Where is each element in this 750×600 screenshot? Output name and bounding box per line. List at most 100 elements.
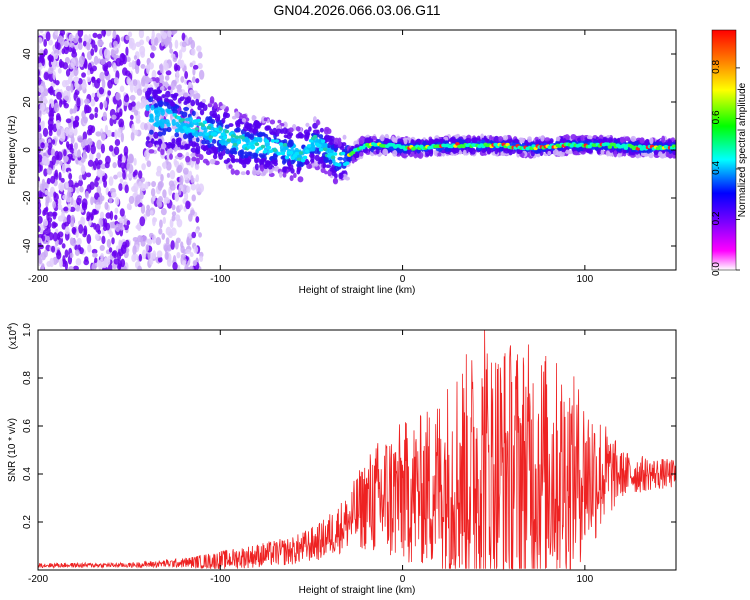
spectral-blob [269,160,275,165]
spectral-blob [319,127,324,133]
spectral-blob [114,138,121,147]
spectral-blob [195,149,201,155]
spectral-ridge-point [182,125,187,130]
spectral-blob [297,132,304,139]
spectral-blob [50,55,54,63]
spectral-blob [461,139,466,145]
spectral-blob [38,69,41,77]
spectral-blob [248,151,253,157]
spectral-blob [78,37,83,44]
spectral-ridge-point [234,135,240,139]
spectral-blob [128,102,133,111]
spectral-blob [672,150,676,156]
spectral-blob [174,192,180,202]
spectral-ridge-point [180,118,185,122]
spectral-blob [105,30,112,37]
spectral-blob [65,127,69,137]
snr-x-tick-label-3: 100 [577,574,594,585]
spectral-blob [622,149,627,154]
spectral-blob [515,139,520,144]
spectral-blob [133,253,139,261]
spectral-blob [61,79,68,88]
spectral-blob [154,115,160,122]
spectral-blob [608,139,613,143]
spectral-blob [168,41,173,50]
spectral-ridge-point [222,135,228,140]
spectral-blob [310,143,315,147]
spectral-blob [170,143,176,149]
spectral-blob [57,231,64,238]
spectral-blob [312,116,317,123]
spectral-blob [123,145,129,156]
spectral-blob [99,102,104,110]
spectral-blob [444,146,450,152]
spectral-ridge-point [623,146,629,150]
spectral-blob [78,224,84,234]
spectral-ridge-point [196,118,201,123]
spectral-blob [91,39,96,49]
spectral-blob [134,199,139,208]
spectral-blob [52,232,58,242]
spectral-blob [168,180,175,187]
spectral-blob [165,90,171,98]
spectral-blob [225,148,230,155]
spectral-blob [81,72,86,78]
spectral-blob [190,183,197,191]
spectral-blob [61,163,67,174]
spectral-blob [181,111,188,118]
spectral-blob [141,249,147,260]
spectral-blob [64,260,69,270]
snr-scale-note: (x104) [7,323,19,350]
spectral-blob [239,149,245,156]
spectral-blob [603,137,609,144]
spectral-blob [59,160,63,166]
spectral-blob [38,225,41,233]
spectral-blob [293,172,297,179]
spectral-blob [649,137,654,145]
spectral-blob [401,152,407,159]
spectral-blob [185,155,191,163]
spectral-blob [160,148,165,156]
spectral-blob [315,119,320,126]
spectral-blob [161,32,168,40]
spectral-blob [92,32,98,39]
spectral-blob [195,157,200,165]
spectral-blob [129,114,134,120]
spectral-blob [202,146,207,152]
spectral-blob [135,114,141,121]
spectral-blob [342,156,348,162]
spectral-blob [158,228,163,235]
spectral-blob [52,70,56,81]
spectral-blob [125,46,129,56]
spectral-blob [96,152,101,160]
spectral-blob [171,204,176,211]
spectral-ridge-point [280,151,286,156]
spectral-blob [121,155,126,164]
spectral-blob [169,153,173,160]
spectral-blob [52,222,58,228]
spectral-blob [88,33,92,44]
spectral-blob [218,145,224,152]
spectral-blob [83,225,88,236]
spectral-blob [189,265,194,270]
spectral-blob [155,76,160,84]
spectral-blob [181,32,186,41]
spectral-ridge-point [236,140,242,145]
spectral-blob [118,183,123,191]
spectral-blob [139,216,146,227]
spectral-blob [68,266,74,270]
spectral-blob [152,250,157,260]
spectral-blob [86,144,91,154]
spectral-blob [379,134,385,142]
spectral-blob [462,149,467,156]
spectral-blob [70,238,77,247]
spectral-blob [540,135,545,142]
spectral-blob [172,94,178,99]
spectral-blob [199,154,204,161]
spectral-blob [104,161,110,169]
spectral-ridge-point [505,142,510,147]
spectral-blob [82,116,88,124]
spectral-blob [164,75,170,81]
spectral-blob [296,166,301,173]
